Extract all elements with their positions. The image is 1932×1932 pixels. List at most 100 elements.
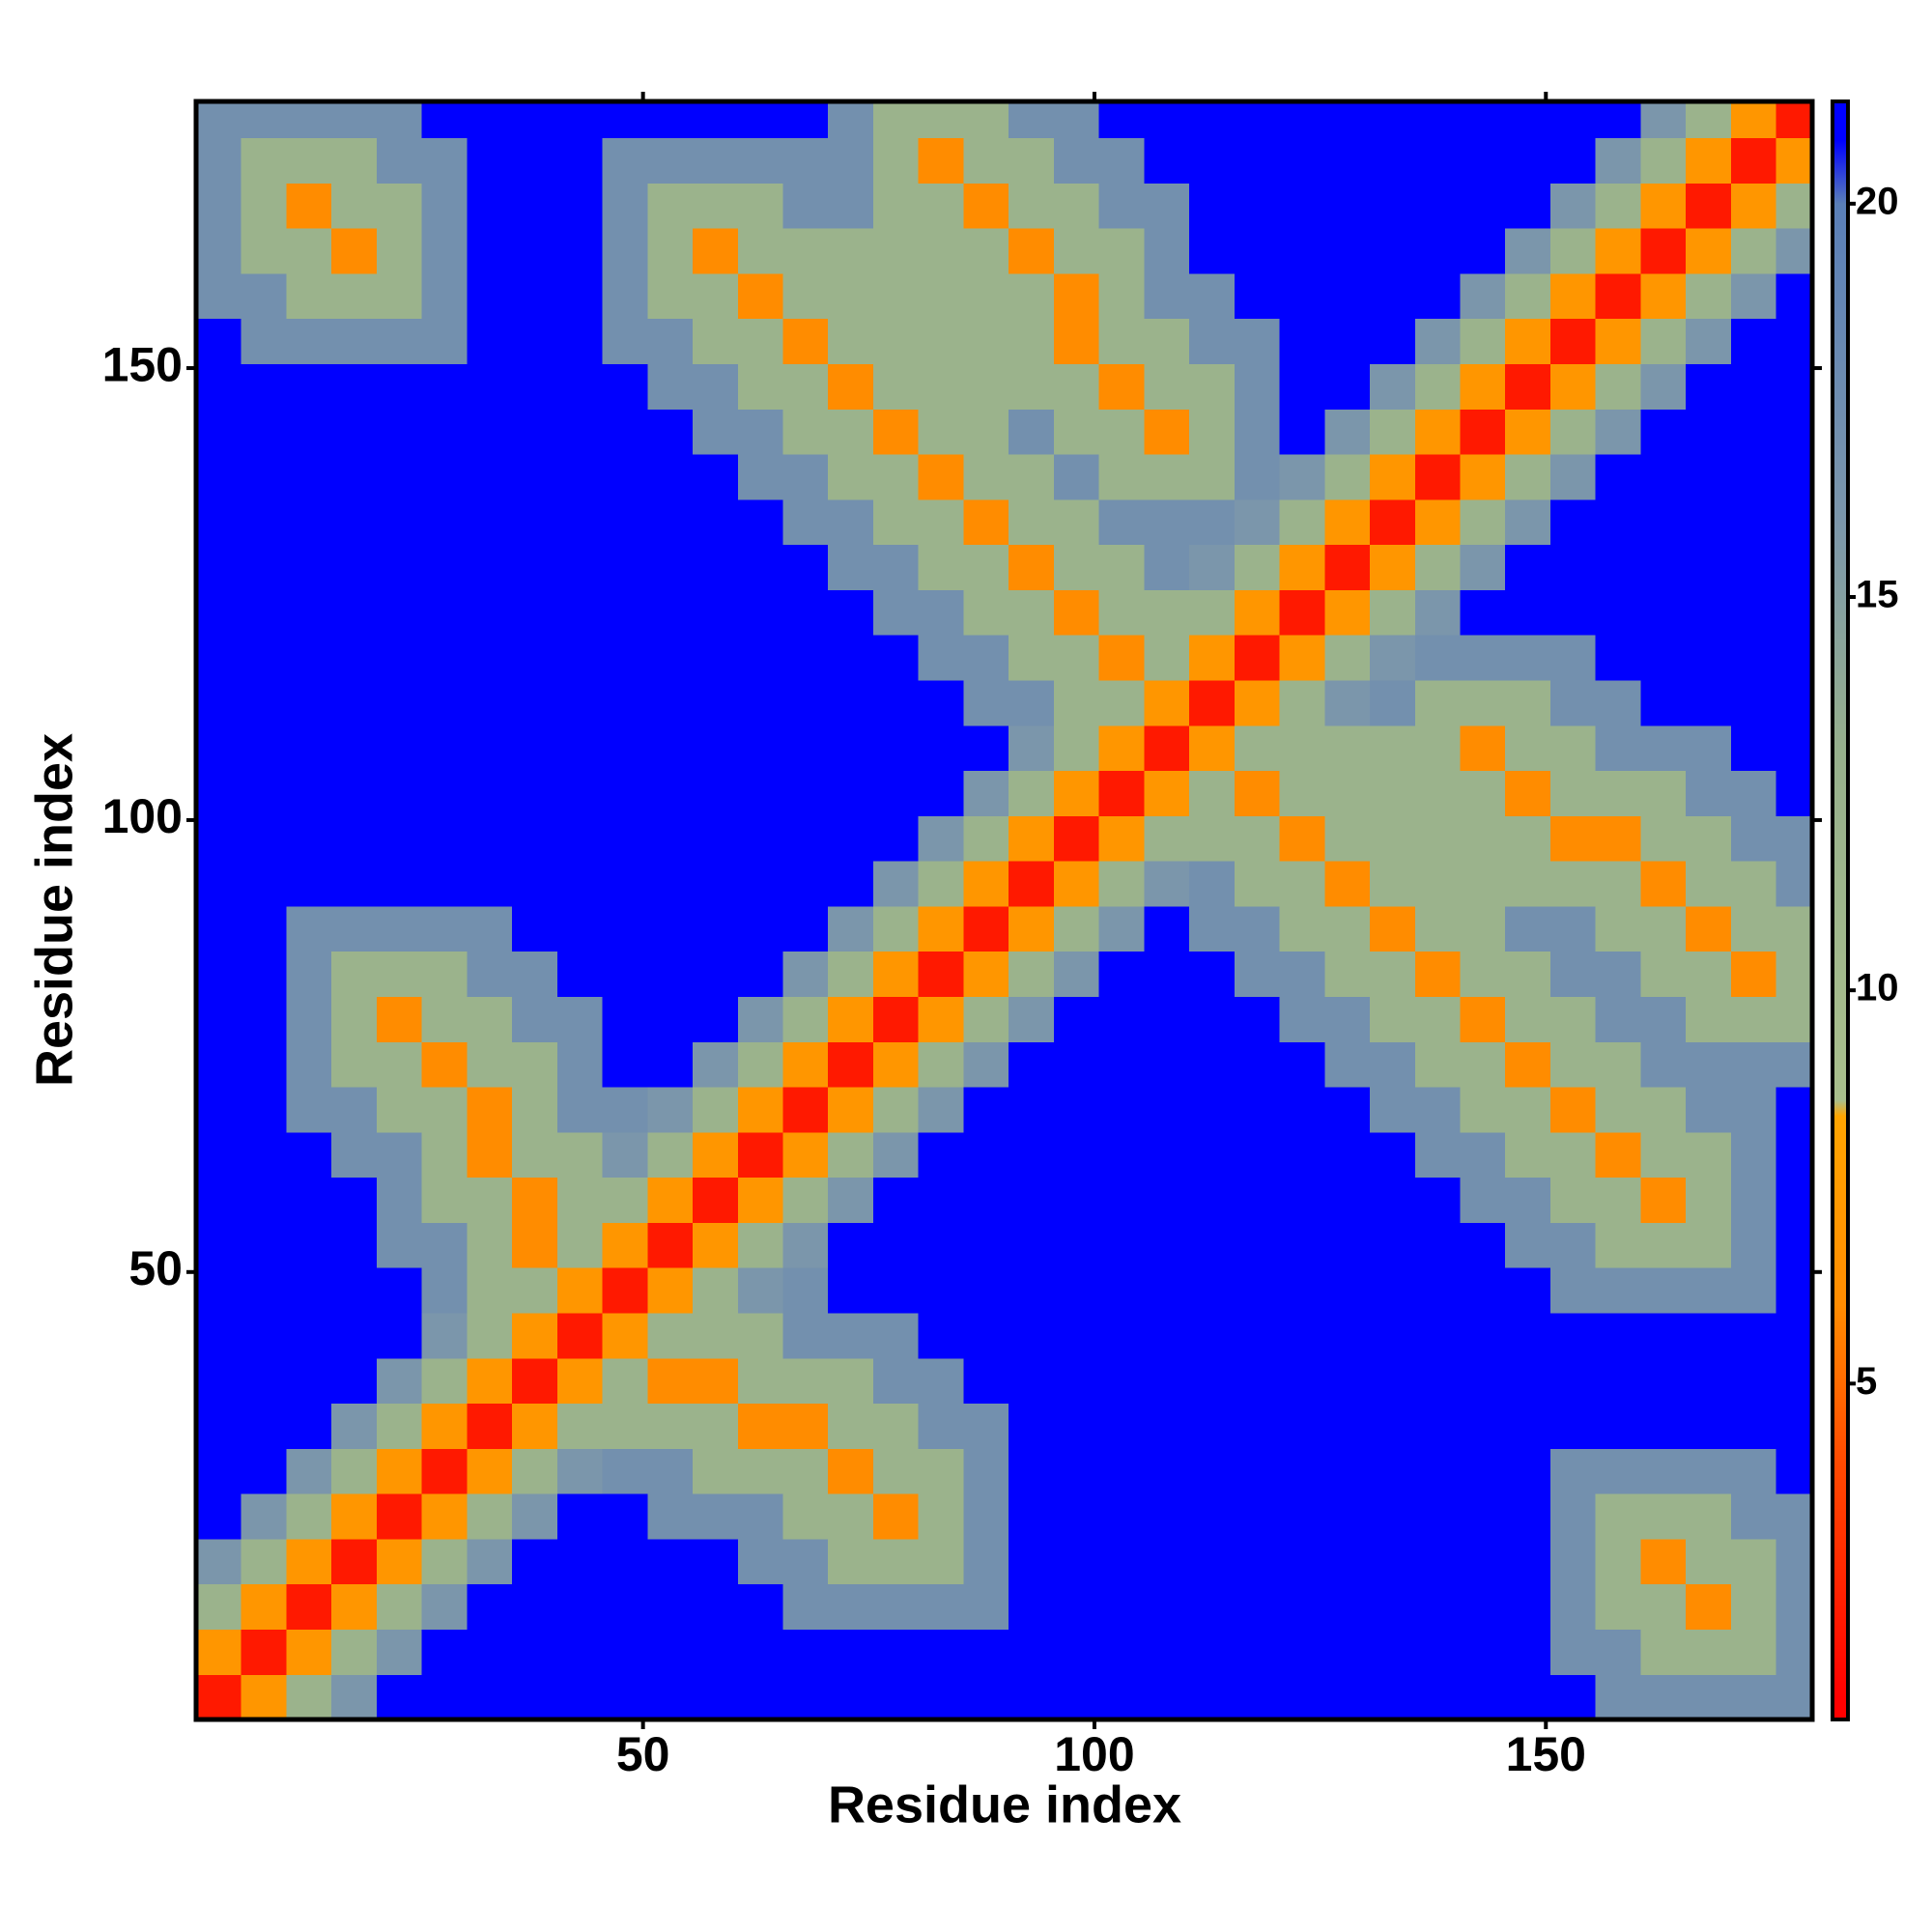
heatmap-cell [737,1493,784,1540]
heatmap-cell [1234,363,1281,410]
heatmap-cell [872,815,920,862]
heatmap-cell [421,1448,468,1494]
heatmap-cell [1324,272,1371,320]
heatmap-cell [376,1131,423,1179]
colorbar-tick-label: 20 [1856,180,1899,222]
heatmap-cell [1730,1674,1777,1719]
heatmap-cell [1549,1267,1597,1314]
heatmap-cell [1686,137,1732,184]
heatmap-cell [828,1448,874,1494]
heatmap-cell [693,318,739,364]
heatmap-cell [782,1674,829,1719]
heatmap-cell [1776,453,1812,500]
heatmap-cell [1144,589,1190,636]
heatmap-cell [1776,589,1812,636]
heatmap-cell [1234,498,1281,546]
heatmap-cell [1595,498,1642,546]
heatmap-cell [1686,724,1732,772]
heatmap-cell [602,1493,648,1540]
heatmap-cell [828,770,874,816]
heatmap-cell [376,101,423,139]
heatmap-cell [376,1177,423,1223]
heatmap-cell [737,724,784,772]
heatmap-cell [1686,815,1732,862]
heatmap-cell [331,1086,378,1133]
heatmap-cell [421,1086,468,1133]
heatmap-cell [1776,1177,1812,1223]
heatmap-cell [467,589,513,636]
heatmap-cell [1189,409,1236,455]
heatmap-cell [467,1131,513,1179]
heatmap-cell [1324,137,1371,184]
heatmap-cell [1234,1357,1281,1405]
heatmap-cell [828,635,874,681]
heatmap-cell [467,1177,513,1223]
heatmap-cell [1460,905,1506,952]
heatmap-cell [1009,1312,1055,1359]
heatmap-cell [1234,1538,1281,1585]
heatmap-cell [1414,1267,1462,1314]
heatmap-cell [782,101,829,139]
heatmap-cell [467,1448,513,1494]
heatmap-cell [602,1267,648,1314]
heatmap-cell [782,951,829,997]
heatmap-cell [737,1448,784,1494]
heatmap-cell [918,363,965,410]
heatmap-cell [1098,1629,1145,1675]
heatmap-cell [782,589,829,636]
heatmap-cell [1460,1131,1506,1179]
heatmap-cell [286,318,332,364]
heatmap-cell [693,137,739,184]
heatmap-cell [331,1177,378,1223]
heatmap-cell [782,1312,829,1359]
heatmap-cell [1279,498,1325,546]
heatmap-cell [241,679,288,726]
heatmap-cell [1686,453,1732,500]
heatmap-cell [1144,1177,1190,1223]
heatmap-cell [512,1267,558,1314]
heatmap-cell [1730,589,1777,636]
heatmap-cell [512,1086,558,1133]
heatmap-cell [1279,1357,1325,1405]
heatmap-cell [737,1041,784,1088]
heatmap-cell [1009,1538,1055,1585]
heatmap-cell [331,905,378,952]
heatmap-cell [467,318,513,364]
heatmap-cell [331,1312,378,1359]
heatmap-cell [1730,724,1777,772]
heatmap-cell [1009,1403,1055,1449]
heatmap-cell [1189,1357,1236,1405]
heatmap-cell [737,1357,784,1405]
heatmap-cell [1414,861,1462,907]
heatmap-cell [918,272,965,320]
heatmap-cell [872,679,920,726]
heatmap-cell [1098,1403,1145,1449]
heatmap-cell [1234,1674,1281,1719]
heatmap-cell [556,770,604,816]
heatmap-cell [1053,1312,1100,1359]
heatmap-cell [421,1629,468,1675]
heatmap-cell [331,318,378,364]
heatmap-cell [1640,635,1687,681]
heatmap-cell [737,861,784,907]
heatmap-cell [1730,1538,1777,1585]
heatmap-cell [1009,1177,1055,1223]
heatmap-cell [1460,1267,1506,1314]
heatmap-cell [241,101,288,139]
heatmap-cell [286,905,332,952]
heatmap-cell [1279,363,1325,410]
heatmap-cell [693,1629,739,1675]
heatmap-cell [467,1357,513,1405]
heatmap-cell [918,1086,965,1133]
heatmap-cell [1234,228,1281,274]
heatmap-cell [1234,544,1281,590]
heatmap-cell [1730,635,1777,681]
heatmap-cell [241,1674,288,1719]
heatmap-cell [1279,1674,1325,1719]
heatmap-cell [241,905,288,952]
heatmap-cell [1370,1448,1416,1494]
heatmap-cell [421,1493,468,1540]
colorbar-tick-label: 5 [1856,1360,1877,1403]
heatmap-cell [1370,1629,1416,1675]
heatmap-cell [1098,1493,1145,1540]
